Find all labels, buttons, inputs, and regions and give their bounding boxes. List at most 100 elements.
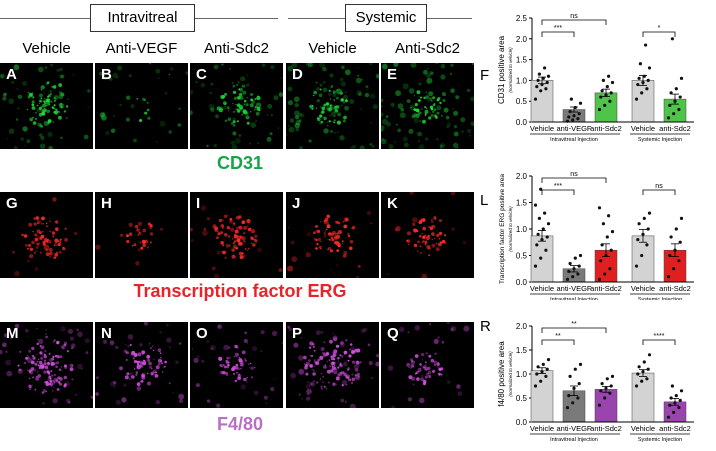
data-point <box>544 248 548 252</box>
data-point <box>668 103 672 107</box>
chart-erg: 0.0 0.5 1.0 1.5 2.0 Transcription factor ERG … <box>499 171 694 300</box>
data-point <box>666 415 671 419</box>
data-point <box>543 66 547 70</box>
bar <box>631 235 655 283</box>
data-point <box>536 78 540 82</box>
data-point <box>647 353 652 357</box>
data-point <box>573 256 577 260</box>
micrograph-panel: K <box>381 192 474 278</box>
data-point <box>644 43 648 47</box>
data-point <box>642 74 646 78</box>
data-point <box>576 272 580 276</box>
data-point <box>674 227 678 231</box>
data-point <box>608 99 612 103</box>
x-tick-label: anti-Sdc2 <box>659 124 691 133</box>
significance-label: ns <box>570 171 578 178</box>
significance-label: **** <box>654 333 665 340</box>
data-point <box>666 275 671 279</box>
data-point <box>610 230 615 234</box>
data-point <box>679 216 684 220</box>
significance-label: ns <box>570 13 578 20</box>
y-tick-label: 0.0 <box>516 278 528 287</box>
micrograph-panel: P <box>286 322 379 408</box>
micrograph-panel: C <box>190 63 283 149</box>
data-point <box>678 398 682 402</box>
micrograph-panel: H <box>95 192 188 278</box>
data-point <box>573 105 577 110</box>
bar <box>594 92 618 123</box>
data-point <box>536 365 540 369</box>
data-point <box>540 82 544 87</box>
data-point <box>539 379 543 383</box>
data-point <box>600 382 604 386</box>
data-point <box>577 264 581 268</box>
data-point <box>565 406 570 410</box>
data-point <box>533 97 538 101</box>
data-point <box>597 107 602 112</box>
data-point <box>599 389 603 393</box>
data-point <box>609 248 613 252</box>
significance-bracket <box>642 31 676 37</box>
x-tick-label: anti-VEGF <box>556 424 591 433</box>
y-tick-label: 0.0 <box>516 418 528 427</box>
data-point <box>679 389 684 393</box>
data-point <box>679 76 684 80</box>
data-point <box>544 87 548 91</box>
data-point <box>603 103 607 107</box>
data-point <box>610 374 615 378</box>
significance-label: * <box>658 25 661 32</box>
data-point <box>610 80 615 85</box>
y-tick-label: 1.0 <box>516 370 528 379</box>
significance-bracket <box>541 177 607 183</box>
group-label: Systemic Injection <box>638 437 682 443</box>
bar <box>530 80 554 123</box>
data-point <box>646 227 650 231</box>
data-point <box>604 386 608 390</box>
data-point <box>571 118 575 122</box>
micrograph-panel: B <box>95 63 188 149</box>
data-point <box>609 384 613 388</box>
chart-f480: 0.0 0.5 1.0 1.5 2.0 f4/80 positive area (norma… <box>497 321 694 443</box>
data-point <box>533 384 538 388</box>
data-point <box>601 78 605 82</box>
significance-label: ns <box>655 183 663 190</box>
data-point <box>572 386 576 390</box>
significance-bracket <box>642 189 676 195</box>
data-point <box>669 396 673 400</box>
data-point <box>569 97 573 101</box>
data-point <box>678 95 682 99</box>
data-point <box>647 66 652 70</box>
data-point <box>674 87 678 91</box>
data-point <box>535 372 539 376</box>
data-point <box>607 74 611 78</box>
chart-letter: R <box>480 318 491 335</box>
data-point <box>597 403 602 407</box>
panel-letter: O <box>196 325 208 342</box>
data-point <box>539 89 543 93</box>
y-axis-sublabel: (normalized to vehicle) <box>508 351 513 397</box>
data-point <box>608 267 612 271</box>
significance-label: *** <box>554 183 562 190</box>
x-tick-label: anti-Sdc2 <box>590 124 622 133</box>
data-point <box>669 235 673 239</box>
x-tick-label: anti-VEGF <box>556 124 591 133</box>
micrograph-panel: D <box>286 63 379 149</box>
data-point <box>641 232 645 236</box>
data-point <box>645 243 649 247</box>
group-label: Intravitreal Injection <box>550 437 598 443</box>
data-point <box>638 62 642 66</box>
data-point <box>599 259 603 263</box>
data-point <box>537 216 541 220</box>
data-point <box>571 275 575 279</box>
data-point <box>546 358 551 362</box>
data-point <box>666 116 671 120</box>
column-label: Vehicle <box>308 40 357 57</box>
bar <box>530 370 554 423</box>
significance-label: ** <box>555 333 561 340</box>
group-label: Systemic Injection <box>638 297 682 300</box>
data-point <box>599 95 603 99</box>
y-tick-label: 2.0 <box>516 35 528 44</box>
data-point <box>645 87 649 91</box>
data-point <box>640 253 644 258</box>
y-tick-label: 1.0 <box>516 76 528 85</box>
